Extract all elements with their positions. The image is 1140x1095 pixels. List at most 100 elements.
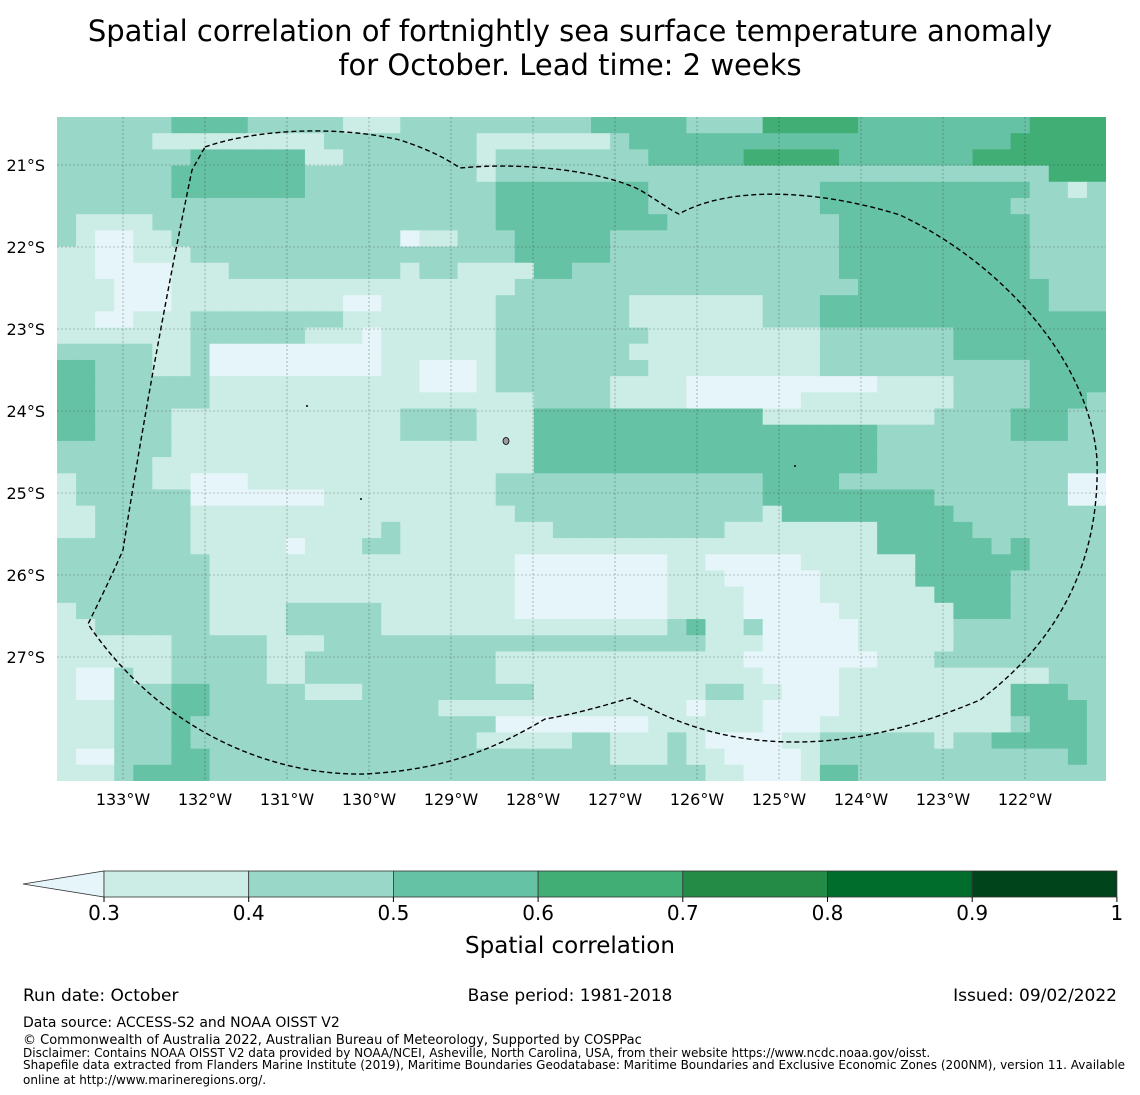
grid-cell	[114, 359, 134, 377]
grid-cell	[781, 246, 802, 264]
data-source: Data source: ACCESS-S2 and NOAA OISST V2	[23, 1015, 340, 1031]
grid-cell	[819, 408, 840, 426]
grid-cell	[591, 716, 611, 734]
grid-cell	[133, 667, 153, 685]
grid-cell	[934, 716, 955, 734]
grid-cell	[514, 764, 535, 781]
grid-cell	[1029, 683, 1050, 701]
grid-cell	[915, 748, 935, 766]
grid-cell	[762, 586, 783, 604]
grid-cell	[686, 489, 707, 507]
grid-cell	[800, 149, 821, 167]
grid-cell	[171, 327, 192, 345]
grid-cell	[419, 489, 440, 507]
grid-cell	[667, 602, 687, 620]
grid-cell	[1086, 424, 1106, 442]
grid-cell	[114, 343, 134, 361]
grid-cell	[476, 667, 497, 685]
grid-cell	[953, 376, 974, 393]
grid-cell	[362, 635, 382, 653]
grid-cell	[228, 716, 249, 734]
grid-cell	[304, 489, 325, 507]
grid-cell	[247, 376, 268, 393]
grid-cell	[629, 359, 649, 377]
grid-cell	[152, 246, 173, 264]
grid-cell	[743, 424, 764, 442]
grid-cell	[686, 505, 707, 523]
grid-cell	[457, 700, 478, 717]
grid-cell	[438, 732, 459, 750]
grid-cell	[743, 764, 764, 781]
grid-cell	[400, 667, 420, 685]
grid-cell	[743, 117, 764, 134]
grid-cell	[1029, 295, 1050, 312]
grid-cell	[419, 246, 440, 264]
grid-cell	[495, 197, 516, 215]
grid-cell	[228, 570, 249, 588]
grid-cell	[95, 732, 115, 750]
grid-cell	[438, 311, 459, 329]
grid-cell	[571, 700, 592, 717]
grid-cell	[133, 554, 153, 572]
grid-cell	[228, 278, 249, 296]
grid-cell	[648, 764, 668, 781]
grid-cell	[1086, 538, 1106, 555]
grid-cell	[304, 133, 325, 150]
grid-cell	[419, 748, 440, 766]
run-date: Run date: October	[23, 986, 179, 1006]
grid-cell	[667, 586, 687, 604]
grid-cell	[228, 392, 249, 410]
grid-cell	[228, 246, 249, 264]
grid-cell	[934, 700, 955, 717]
grid-cell	[667, 700, 687, 717]
grid-cell	[858, 424, 878, 442]
grid-cell	[438, 133, 459, 150]
grid-cell	[591, 505, 611, 523]
grid-cell	[934, 505, 955, 523]
grid-cell	[152, 278, 173, 296]
grid-cell	[591, 262, 611, 280]
grid-cell	[571, 505, 592, 523]
grid-cell	[953, 262, 974, 280]
grid-cell	[171, 197, 192, 215]
grid-cell	[915, 619, 935, 636]
grid-cell	[133, 748, 153, 766]
grid-cell	[247, 408, 268, 426]
grid-cell	[743, 278, 764, 296]
grid-cell	[934, 683, 955, 701]
grid-cell	[209, 521, 230, 539]
grid-cell	[743, 262, 764, 280]
grid-cell	[743, 570, 764, 588]
grid-cell	[419, 440, 440, 458]
grid-cell	[171, 538, 192, 555]
grid-cell	[190, 117, 211, 134]
grid-cell	[877, 716, 897, 734]
grid-cell	[762, 748, 783, 766]
grid-cell	[1067, 424, 1088, 442]
grid-cell	[591, 246, 611, 264]
grid-cell	[705, 716, 726, 734]
grid-cell	[819, 440, 840, 458]
grid-cell	[190, 149, 211, 167]
grid-cell	[381, 117, 401, 134]
grid-cell	[266, 505, 287, 523]
grid-cell	[343, 586, 363, 604]
grid-cell	[324, 359, 344, 377]
grid-cell	[285, 181, 306, 199]
grid-cell	[724, 392, 745, 410]
grid-cell	[934, 149, 955, 167]
grid-cell	[285, 214, 306, 231]
grid-cell	[95, 667, 115, 685]
grid-cell	[819, 505, 840, 523]
grid-cell	[705, 570, 726, 588]
grid-cell	[304, 117, 325, 134]
grid-cell	[1029, 538, 1050, 555]
grid-cell	[610, 635, 630, 653]
grid-cell	[76, 392, 96, 410]
grid-cell	[667, 538, 687, 555]
grid-cell	[76, 343, 96, 361]
grid-cell	[533, 392, 554, 410]
grid-cell	[838, 635, 859, 653]
grid-cell	[629, 165, 649, 183]
grid-cell	[362, 538, 382, 555]
